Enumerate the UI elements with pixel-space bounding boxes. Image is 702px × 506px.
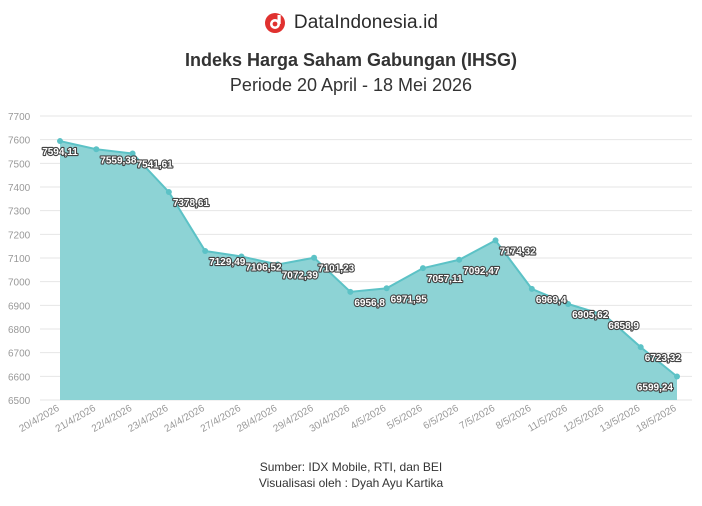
data-label: 6956,8 bbox=[354, 298, 385, 309]
series-line bbox=[59, 140, 678, 378]
data-point bbox=[492, 237, 499, 244]
data-point bbox=[601, 312, 608, 319]
credit-note: Visualisasi oleh : Dyah Ayu Kartika bbox=[258, 476, 444, 490]
data-points bbox=[57, 138, 680, 380]
chart-title: Indeks Harga Saham Gabungan (IHSG) bbox=[184, 50, 518, 70]
x-tick-label: 12/5/2026 bbox=[562, 403, 606, 435]
y-axis: 6500 6600 6700 6800 6900 7000 7100 7200 7300 7400… bbox=[8, 112, 31, 407]
data-label: 7559,38 bbox=[100, 155, 137, 166]
data-labels: 7594,11 7559,38 7541,61 7378,61 7129,49 7106,… bbox=[41, 146, 682, 395]
x-tick-label: 13/5/2026 bbox=[598, 403, 642, 435]
y-tick-label: 7400 bbox=[8, 183, 31, 194]
x-tick-label: 7/5/2026 bbox=[458, 403, 498, 432]
x-tick-label: 21/4/2026 bbox=[54, 403, 98, 435]
data-point bbox=[637, 344, 644, 351]
source-note: Sumber: IDX Mobile, RTI, dan BEI bbox=[259, 460, 443, 474]
data-point bbox=[274, 261, 281, 268]
y-tick-label: 7200 bbox=[8, 230, 31, 241]
x-tick-label: 22/4/2026 bbox=[90, 403, 134, 435]
data-label: 6971,95 bbox=[391, 294, 428, 305]
data-label: 7057,11 bbox=[427, 274, 463, 285]
data-point bbox=[202, 248, 209, 255]
data-label: 7092,47 bbox=[463, 266, 500, 277]
y-tick-label: 6900 bbox=[8, 301, 31, 312]
brand-name: DataIndonesia.id bbox=[293, 12, 439, 33]
data-label: 6905,62 bbox=[572, 310, 609, 321]
x-tick-label: 28/4/2026 bbox=[235, 403, 279, 435]
chart-subtitle: Periode 20 April - 18 Mei 2026 bbox=[229, 75, 473, 95]
area-series bbox=[59, 140, 678, 400]
data-point bbox=[347, 288, 354, 295]
y-tick-label: 6800 bbox=[8, 325, 31, 336]
x-tick-label: 30/4/2026 bbox=[308, 403, 352, 435]
x-tick-label: 24/4/2026 bbox=[163, 403, 207, 435]
dataindonesia-logo-icon bbox=[264, 13, 285, 33]
data-label: 6599,24 bbox=[637, 383, 674, 394]
data-label: 7541,61 bbox=[137, 159, 174, 170]
y-tick-label: 7300 bbox=[8, 207, 31, 218]
x-tick-label: 6/5/2026 bbox=[422, 403, 462, 432]
y-tick-label: 7600 bbox=[8, 136, 31, 147]
x-axis: 20/4/202621/4/202622/4/202623/4/202624/4… bbox=[17, 403, 678, 435]
brand-header: DataIndonesia.id bbox=[0, 12, 702, 34]
x-tick-label: 23/4/2026 bbox=[126, 403, 170, 435]
y-tick-label: 6600 bbox=[8, 372, 31, 383]
data-label: 7101,23 bbox=[318, 264, 355, 275]
data-label: 6858,9 bbox=[608, 321, 639, 332]
data-label: 7378,61 bbox=[173, 198, 210, 209]
x-tick-label: 20/4/2026 bbox=[17, 403, 61, 435]
y-tick-label: 7100 bbox=[8, 254, 31, 265]
data-point bbox=[674, 373, 680, 380]
data-point bbox=[528, 285, 535, 292]
area-fill bbox=[60, 141, 677, 400]
y-tick-label: 6500 bbox=[8, 396, 31, 407]
y-tick-label: 6700 bbox=[8, 349, 31, 360]
y-tick-label: 7700 bbox=[8, 112, 31, 123]
x-tick-label: 18/5/2026 bbox=[634, 403, 678, 435]
x-tick-label: 27/4/2026 bbox=[199, 403, 243, 435]
x-tick-label: 4/5/2026 bbox=[349, 403, 389, 432]
x-tick-label: 5/5/2026 bbox=[385, 403, 425, 432]
data-point bbox=[565, 301, 572, 308]
data-label: 7129,49 bbox=[209, 257, 246, 268]
data-label: 7594,11 bbox=[42, 147, 78, 158]
y-tick-label: 7500 bbox=[8, 159, 31, 170]
data-label: 7106,52 bbox=[245, 262, 282, 273]
data-point bbox=[129, 150, 136, 157]
data-label: 6969,4 bbox=[536, 295, 567, 306]
x-tick-label: 29/4/2026 bbox=[272, 403, 316, 435]
data-point bbox=[165, 189, 172, 196]
data-label: 6723,32 bbox=[645, 353, 682, 364]
data-label: 7072,39 bbox=[282, 271, 319, 282]
data-point bbox=[419, 265, 426, 272]
data-point bbox=[238, 253, 245, 260]
data-point bbox=[311, 254, 318, 261]
data-label: 7174,32 bbox=[500, 246, 537, 257]
y-tick-label: 7000 bbox=[8, 278, 31, 289]
data-point bbox=[93, 146, 100, 153]
data-point bbox=[383, 285, 390, 292]
data-point bbox=[57, 138, 63, 145]
data-point bbox=[456, 256, 463, 263]
